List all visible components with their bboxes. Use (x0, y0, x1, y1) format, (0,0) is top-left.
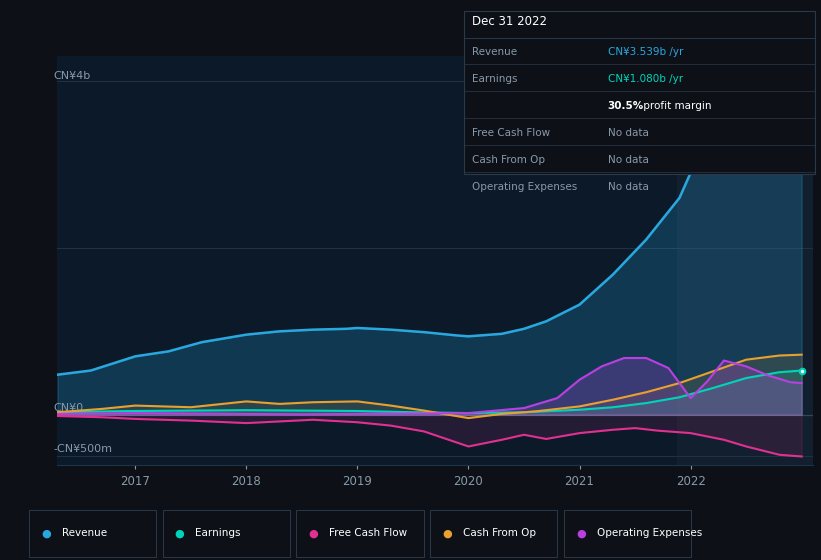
Text: Cash From Op: Cash From Op (472, 155, 545, 165)
Text: ●: ● (41, 529, 51, 538)
Text: Revenue: Revenue (472, 47, 517, 57)
Bar (677, 56, 813, 465)
Text: CN¥3.539b /yr: CN¥3.539b /yr (608, 47, 683, 57)
Text: 30.5%: 30.5% (608, 101, 644, 111)
Text: Free Cash Flow: Free Cash Flow (329, 529, 407, 538)
Text: ●: ● (443, 529, 452, 538)
Text: Earnings: Earnings (472, 74, 517, 84)
Text: -CN¥500m: -CN¥500m (53, 445, 112, 454)
Text: ●: ● (576, 529, 586, 538)
Text: Operating Expenses: Operating Expenses (472, 181, 577, 192)
Text: ●: ● (175, 529, 185, 538)
Text: Revenue: Revenue (62, 529, 107, 538)
Text: Dec 31 2022: Dec 31 2022 (472, 15, 547, 28)
Text: ●: ● (309, 529, 319, 538)
Text: No data: No data (608, 181, 649, 192)
Text: CN¥1.080b /yr: CN¥1.080b /yr (608, 74, 683, 84)
Text: CN¥4b: CN¥4b (53, 71, 91, 81)
Text: profit margin: profit margin (640, 101, 712, 111)
Text: Free Cash Flow: Free Cash Flow (472, 128, 550, 138)
Text: No data: No data (608, 128, 649, 138)
Text: No data: No data (608, 155, 649, 165)
Text: Cash From Op: Cash From Op (463, 529, 536, 538)
Text: Operating Expenses: Operating Expenses (597, 529, 702, 538)
Text: CN¥0: CN¥0 (53, 403, 84, 413)
Text: Earnings: Earnings (195, 529, 241, 538)
